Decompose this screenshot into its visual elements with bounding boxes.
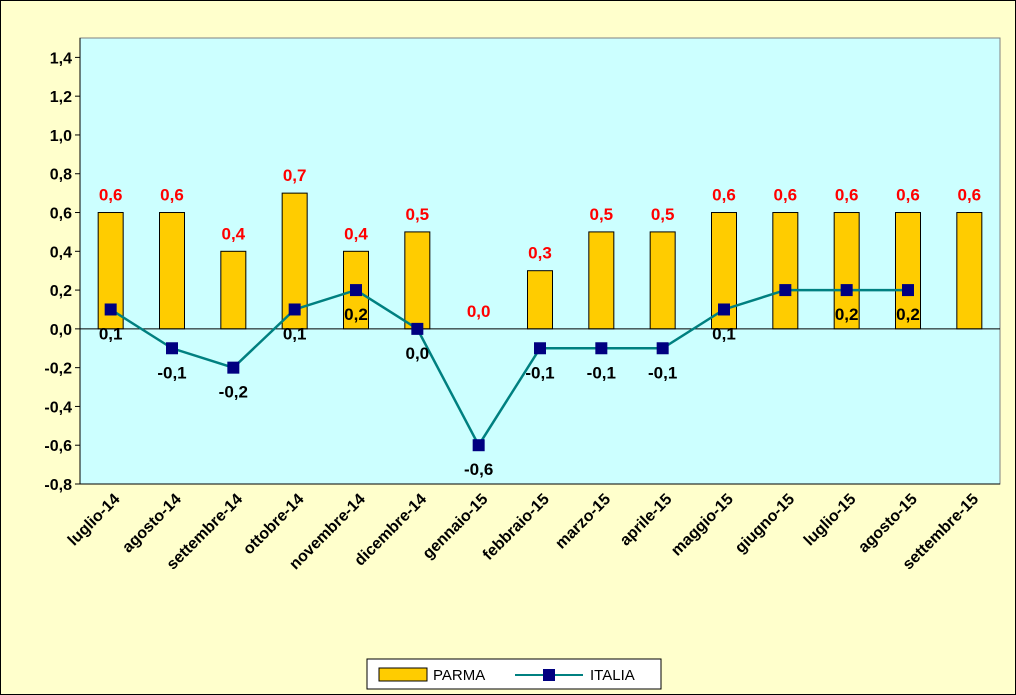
parma-bar <box>220 250 247 330</box>
parma-data-label: 0,4 <box>222 224 246 243</box>
x-axis: luglio-14agosto-14settembre-14ottobre-14… <box>65 483 1000 573</box>
parma-data-label: 0,6 <box>774 186 798 205</box>
y-tick-label: 0,2 <box>50 283 72 300</box>
x-category-label: febbraio-15 <box>480 491 553 564</box>
italia-series-line <box>109 288 908 448</box>
x-category-label: giugno-15 <box>732 491 798 557</box>
parma-data-label: 0,6 <box>835 186 859 205</box>
italia-marker <box>902 284 914 297</box>
y-tick-label: -0,4 <box>44 399 72 416</box>
parma-data-label: 0,6 <box>160 186 184 205</box>
legend-italia-label: ITALIA <box>590 667 635 684</box>
italia-line <box>104 284 914 452</box>
parma-bar <box>588 231 615 330</box>
italia-data-label: -0,1 <box>525 363 554 382</box>
x-category-label: ottobre-14 <box>240 491 307 558</box>
italia-marker <box>227 361 240 374</box>
y-tick-label: 0,4 <box>50 244 72 261</box>
italia-marker <box>534 342 546 355</box>
y-tick-label: 0,0 <box>50 322 72 339</box>
y-tick-label: -0,6 <box>44 438 72 455</box>
parma-bar <box>772 212 799 330</box>
italia-data-label: 0,1 <box>283 324 307 343</box>
parma-data-label: 0,5 <box>406 205 430 224</box>
parma-bar <box>159 212 185 330</box>
italia-marker <box>779 284 792 297</box>
italia-labels: 0,1 -0,1 -0,2 0,1 0,2 0,0 -0,6 -0,1 -0,1 -0,1 0,1 0… <box>99 305 920 479</box>
parma-bar <box>956 212 983 330</box>
italia-marker <box>166 342 178 355</box>
parma-data-label: 0,6 <box>712 186 736 205</box>
italia-data-label: 0,2 <box>835 305 859 324</box>
italia-marker <box>472 439 485 452</box>
x-category-label: agosto-14 <box>119 491 185 557</box>
parma-bar <box>649 231 676 330</box>
italia-marker <box>656 342 669 355</box>
italia-marker <box>595 342 608 355</box>
parma-data-label: 0,7 <box>283 166 307 185</box>
y-tick-label: 0,8 <box>50 167 72 184</box>
parma-bar <box>895 212 921 330</box>
y-tick-label: 1,0 <box>50 128 72 145</box>
italia-data-label: 0,2 <box>344 305 368 324</box>
parma-bars <box>97 192 983 330</box>
y-tick-label: 1,4 <box>50 50 72 67</box>
italia-data-label: 0,1 <box>712 324 736 343</box>
x-category-label: aprile-15 <box>617 491 676 550</box>
x-category-label: agosto-15 <box>855 491 921 557</box>
y-tick-label: -0,2 <box>44 361 72 378</box>
italia-data-label: 0,0 <box>406 344 430 363</box>
parma-bar <box>833 212 860 330</box>
parma-bar <box>404 231 431 330</box>
italia-data-label: -0,6 <box>464 460 493 479</box>
parma-data-label: 0,5 <box>590 205 614 224</box>
italia-data-label: -0,2 <box>219 383 248 402</box>
parma-data-label: 0,6 <box>99 186 123 205</box>
parma-data-label: 0,4 <box>344 224 368 243</box>
italia-marker <box>104 303 117 316</box>
legend: PARMA ITALIA <box>366 658 662 690</box>
parma-data-label: 0,5 <box>651 205 675 224</box>
parma-data-label: 0,6 <box>958 186 982 205</box>
italia-marker <box>840 284 853 297</box>
italia-data-label: 0,2 <box>896 305 920 324</box>
italia-marker <box>411 322 424 335</box>
italia-marker <box>718 303 730 316</box>
legend-parma-label: PARMA <box>433 667 485 684</box>
parma-labels: 0,6 0,6 0,4 0,7 0,4 0,5 0,0 0,3 0,5 0,5 0,6 0,6 0,6 0… <box>99 166 981 321</box>
legend-italia-marker <box>543 669 555 681</box>
italia-marker <box>350 284 362 297</box>
italia-data-label: -0,1 <box>587 363 616 382</box>
x-category-label: maggio-15 <box>668 491 737 560</box>
x-category-label: luglio-14 <box>65 491 124 550</box>
parma-data-label: 0,6 <box>896 186 920 205</box>
italia-marker <box>288 303 301 316</box>
x-category-label: marzo-15 <box>552 491 614 553</box>
y-tick-label: 1,2 <box>50 89 72 106</box>
italia-data-label: -0,1 <box>157 363 186 382</box>
parma-bar <box>527 270 553 330</box>
parma-data-label: 0,3 <box>528 244 552 263</box>
y-axis: 1,4 1,2 1,0 0,8 0,6 0,4 0,2 0,0 -0,2 -0,4 -0,6 -0,8 <box>44 38 81 494</box>
y-tick-label: -0,8 <box>44 477 72 494</box>
italia-data-label: 0,1 <box>99 324 123 343</box>
x-category-label: luglio-15 <box>801 491 860 550</box>
italia-data-label: -0,1 <box>648 363 677 382</box>
legend-parma-swatch <box>378 667 428 682</box>
y-tick-label: 0,6 <box>50 206 72 223</box>
parma-data-label: 0,0 <box>467 302 491 321</box>
